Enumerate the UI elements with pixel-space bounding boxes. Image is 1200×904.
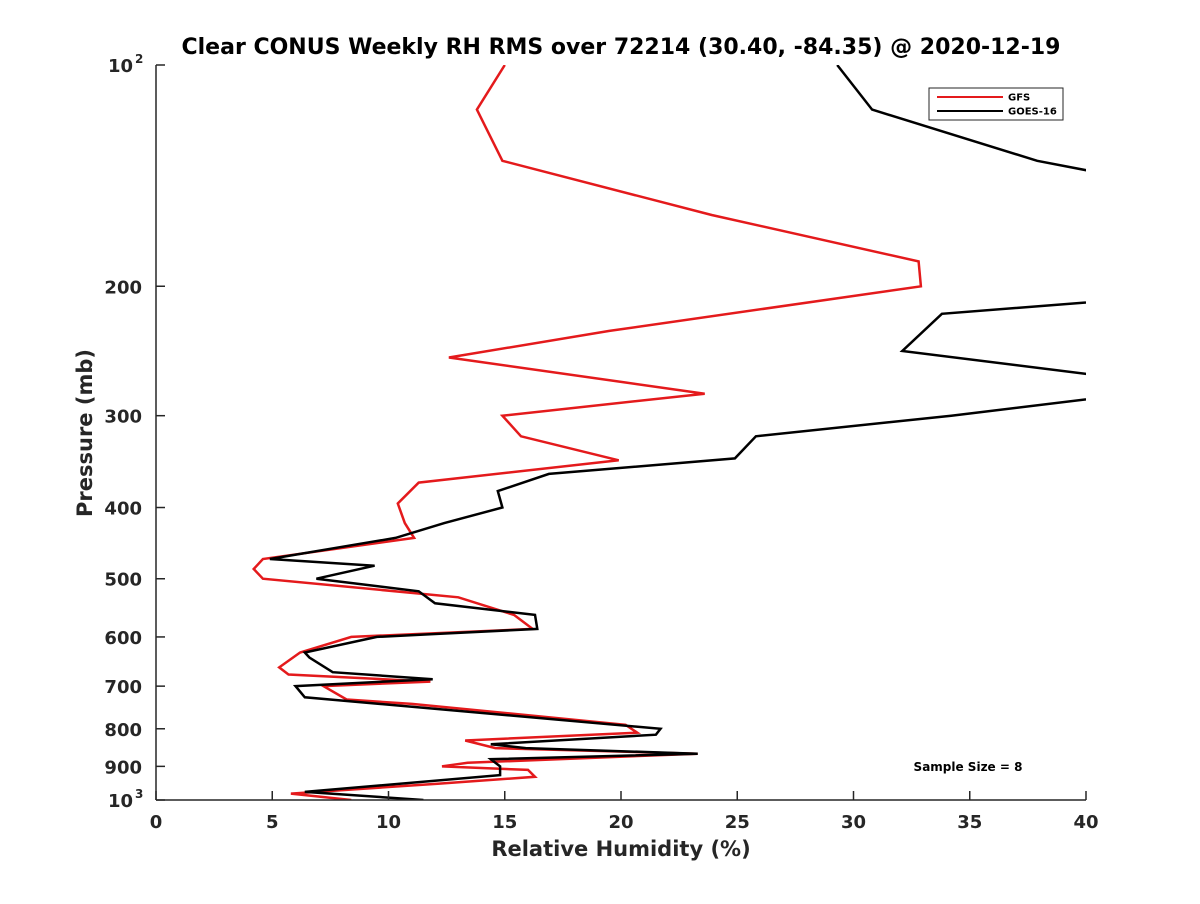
y-tick-label: 10 — [108, 791, 133, 812]
y-tick-label: 10 — [108, 56, 133, 77]
y-tick-label: 400 — [104, 499, 142, 520]
y-axis-label: Pressure (mb) — [73, 349, 97, 517]
x-axis-label: Relative Humidity (%) — [491, 837, 750, 861]
legend-goes16-label: GOES-16 — [1008, 107, 1057, 118]
y-tick-label: 600 — [104, 628, 142, 649]
series-layer — [251, 65, 1086, 800]
sample-size-annotation: Sample Size = 8 — [914, 760, 1023, 774]
y-tick-label: 700 — [104, 677, 142, 698]
x-tick-label: 30 — [841, 812, 866, 833]
x-tick-label: 20 — [608, 812, 633, 833]
legend-box — [928, 87, 1064, 121]
x-tick-label: 5 — [266, 812, 279, 833]
series-line-goes16 — [269, 65, 1086, 800]
y-tick-exponent: 2 — [135, 52, 143, 66]
x-tick-label: 15 — [492, 812, 517, 833]
y-tick-label: 200 — [104, 277, 142, 298]
legend-gfs-label: GFS — [1008, 93, 1030, 104]
x-ticks: 0 5 10 15 20 25 30 35 40 — [150, 791, 1099, 833]
y-tick-label: 300 — [104, 407, 142, 428]
y-tick-label: 500 — [104, 570, 142, 591]
legend: GFS GOES-16 — [928, 87, 1064, 121]
chart-title: Clear CONUS Weekly RH RMS over 72214 (30… — [182, 35, 1061, 60]
x-tick-label: 40 — [1073, 812, 1098, 833]
x-tick-label: 25 — [725, 812, 750, 833]
x-tick-label: 35 — [957, 812, 982, 833]
x-tick-label: 10 — [376, 812, 401, 833]
y-tick-label: 800 — [104, 720, 142, 741]
y-tick-exponent: 3 — [135, 787, 143, 801]
y-tick-label: 900 — [104, 757, 142, 778]
x-tick-label: 0 — [150, 812, 163, 833]
